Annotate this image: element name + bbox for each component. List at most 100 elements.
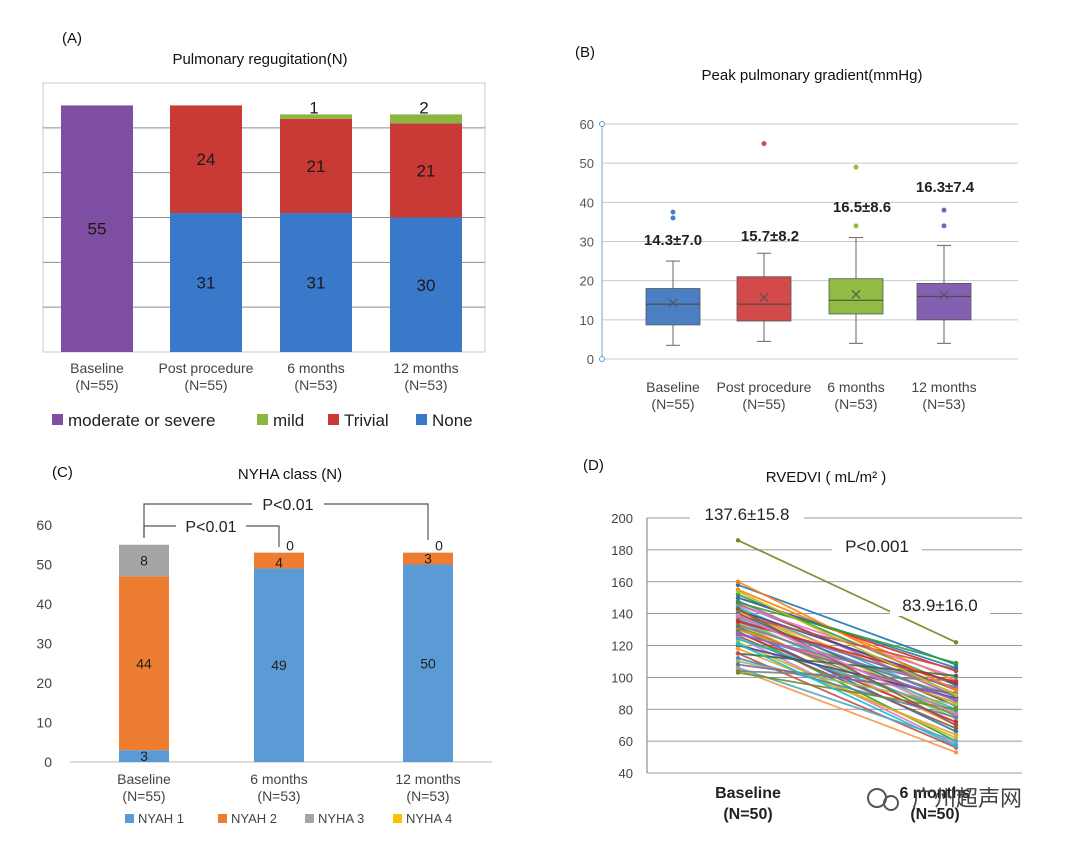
- data-label: 8: [140, 553, 148, 569]
- stat-label: 16.5±8.6: [833, 199, 891, 216]
- series-line: [737, 584, 957, 666]
- data-label: 1: [309, 98, 318, 117]
- panel-label: (A): [62, 30, 82, 47]
- data-point: [735, 579, 741, 584]
- data-point: [953, 750, 959, 755]
- bar-segment: [254, 568, 304, 762]
- y-tick-label: 50: [580, 156, 594, 171]
- data-point: [953, 697, 959, 702]
- series-line: [737, 670, 957, 682]
- y-tick-label: 200: [611, 511, 633, 526]
- y-tick-label: 10: [36, 715, 52, 731]
- y-tick-label: 100: [611, 670, 633, 685]
- data-label: 3: [424, 551, 432, 567]
- stat-label: 14.3±7.0: [644, 232, 702, 249]
- data-point: [735, 595, 741, 600]
- panel-b: (B) Peak pulmonary gradient(mmHg) 0 10 20 30 4…: [575, 44, 1018, 412]
- bar-segment: [403, 564, 453, 762]
- axis-handle: [599, 356, 605, 362]
- chart-title: Peak pulmonary gradient(mmHg): [702, 67, 923, 84]
- data-point: [953, 743, 959, 749]
- bar-segment: [403, 552, 453, 565]
- data-point: [953, 726, 959, 731]
- legend-label: NYAH 1: [138, 811, 184, 826]
- data-point: [953, 735, 959, 741]
- bar-segment: [280, 118, 352, 214]
- p-value: P<0.01: [185, 519, 236, 536]
- bar-segment: [119, 544, 169, 577]
- chart-title: NYHA class (N): [238, 466, 342, 483]
- label-bg: [890, 594, 990, 616]
- y-tick-label: 20: [580, 274, 594, 289]
- mean-marker: [939, 290, 949, 300]
- y-tick-label: 160: [611, 575, 633, 590]
- chart-title: RVEDVI ( mL/m² ): [766, 469, 887, 486]
- bar-segment: [170, 105, 242, 214]
- y-tick-label: 10: [580, 313, 594, 328]
- outlier-point: [853, 164, 859, 170]
- data-point: [953, 684, 959, 690]
- panel-d: (D) RVEDVI ( mL/m² ) 40 60 80 100 120 140 160 180…: [583, 457, 1022, 823]
- series-line: [737, 539, 957, 644]
- y-tick-label: 30: [580, 235, 594, 250]
- data-point: [735, 636, 741, 642]
- data-label: 24: [197, 150, 216, 169]
- data-point: [735, 538, 741, 543]
- data-point: [735, 641, 741, 647]
- data-label: 31: [307, 274, 326, 293]
- stat-label: 83.9±16.0: [902, 596, 978, 615]
- y-tick-label: 40: [580, 195, 594, 210]
- data-point: [953, 665, 959, 671]
- data-point: [953, 711, 959, 717]
- x-tick-label: 12 months (N=53): [393, 360, 458, 393]
- x-tick-label: 12 months (N=53): [395, 771, 460, 804]
- outlier-point: [761, 141, 767, 147]
- label-bg: [832, 535, 922, 557]
- wechat-icon-inner: [883, 795, 899, 811]
- y-tick-label: 0: [587, 352, 594, 367]
- data-point: [953, 738, 959, 744]
- data-label: 21: [417, 161, 436, 180]
- data-label: 30: [417, 276, 436, 295]
- data-point: [735, 589, 741, 594]
- data-label: 0: [286, 538, 294, 554]
- data-label: 49: [271, 657, 287, 673]
- data-point: [735, 592, 741, 597]
- data-point: [735, 630, 741, 635]
- chart-title: Pulmonary regugitation(N): [172, 51, 347, 68]
- outlier-point: [670, 209, 676, 215]
- bar-segment: [61, 105, 133, 353]
- y-tick-label: 0: [44, 754, 52, 770]
- axis-handle: [599, 121, 605, 127]
- data-point: [735, 619, 741, 624]
- legend-label: Trivial: [344, 411, 389, 430]
- p-value: P<0.01: [262, 497, 313, 514]
- series-line: [737, 590, 957, 696]
- data-point: [953, 660, 959, 666]
- y-tick-label: 180: [611, 543, 633, 558]
- data-label: 0: [435, 538, 443, 554]
- data-point: [953, 640, 959, 645]
- y-tick-label: 60: [580, 117, 594, 132]
- x-tick-label: 12 months (N=53): [911, 379, 976, 412]
- panel-label: (B): [575, 44, 595, 61]
- x-tick-label: Post procedure (N=55): [717, 379, 812, 412]
- data-point: [953, 719, 959, 725]
- panel-label: (C): [52, 464, 73, 481]
- x-tick-label: Baseline (N=55): [117, 771, 171, 804]
- bracket-label-bg: [252, 493, 324, 513]
- panel-a: (A) Pulmonary regugitation(N) 55 Baseline (N…: [42, 30, 486, 430]
- legend-swatch: [218, 814, 227, 823]
- bracket-label-bg: [176, 515, 246, 535]
- box: [645, 288, 701, 326]
- y-tick-label: 60: [619, 734, 633, 749]
- outlier-point: [670, 215, 676, 221]
- data-point: [953, 729, 959, 734]
- panel-label: (D): [583, 457, 604, 474]
- watermark: 广州超声网: [867, 786, 1022, 811]
- legend-label: None: [432, 411, 473, 430]
- x-tick-label: 6 months (N=53): [287, 360, 345, 393]
- legend-swatch: [52, 414, 63, 425]
- data-point: [735, 613, 741, 618]
